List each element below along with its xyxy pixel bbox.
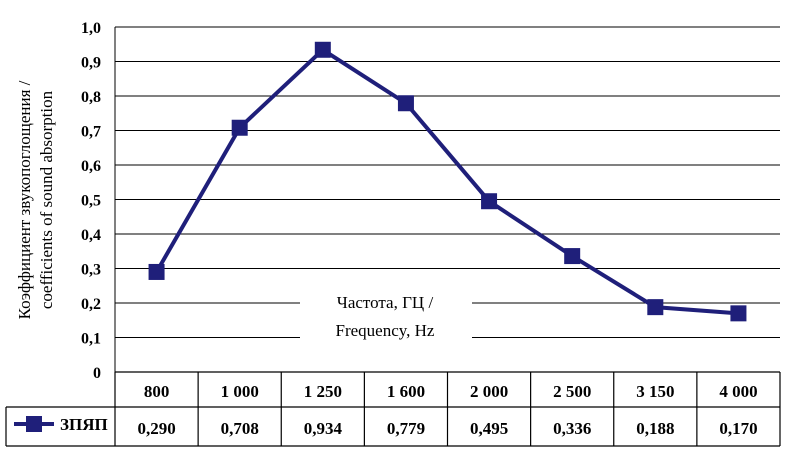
x-tick-label: 3 150	[636, 382, 674, 401]
x-tick-label: 1 000	[221, 382, 259, 401]
x-tick-label: 1 600	[387, 382, 425, 401]
table-value: 0,290	[137, 419, 175, 438]
table-value: 0,934	[304, 419, 343, 438]
x-tick-label: 1 250	[304, 382, 342, 401]
data-point-marker	[730, 305, 747, 322]
y-tick-label: 0,6	[81, 158, 101, 175]
y-axis-title-line2: coefficients of sound absorption	[37, 90, 56, 309]
data-point-marker	[481, 193, 498, 210]
table-value: 0,708	[221, 419, 259, 438]
x-tick-label: 2 500	[553, 382, 591, 401]
y-tick-label: 0,2	[81, 296, 101, 313]
y-tick-label: 0	[93, 365, 101, 382]
y-tick-label: 0,3	[81, 262, 101, 279]
x-tick-label: 2 000	[470, 382, 508, 401]
y-axis-title: Коэффициент звукопоглощения / coefficient…	[15, 80, 56, 319]
data-point-marker	[231, 119, 248, 136]
data-point-marker	[314, 41, 331, 58]
table-value: 0,188	[636, 419, 674, 438]
legend-marker	[26, 416, 42, 432]
x-tick-label: 4 000	[719, 382, 757, 401]
x-tick-label: 800	[144, 382, 170, 401]
data-point-marker	[564, 248, 581, 265]
table-value: 0,170	[719, 419, 757, 438]
y-tick-label: 0,5	[81, 193, 101, 210]
data-point-marker	[148, 263, 165, 280]
legend-label: ЗПЯП	[60, 415, 108, 434]
y-tick-label: 0,1	[81, 331, 101, 348]
y-tick-label: 0,4	[81, 227, 101, 244]
x-axis-label-bg	[300, 288, 472, 346]
table-value: 0,336	[553, 419, 591, 438]
data-point-marker	[397, 95, 414, 112]
y-tick-label: 0,9	[81, 55, 101, 72]
x-axis-title-line2: Frequency, Hz	[336, 321, 435, 340]
x-axis-title-line1: Частота, ГЦ /	[337, 293, 434, 312]
y-tick-label: 1,0	[81, 20, 101, 37]
table-value: 0,779	[387, 419, 425, 438]
table-value: 0,495	[470, 419, 508, 438]
y-tick-label: 0,8	[81, 89, 101, 106]
y-axis-title-line1: Коэффициент звукопоглощения /	[15, 80, 34, 319]
series-line-0	[154, 47, 739, 316]
y-tick-label: 0,7	[81, 124, 101, 141]
data-point-marker	[647, 299, 664, 316]
